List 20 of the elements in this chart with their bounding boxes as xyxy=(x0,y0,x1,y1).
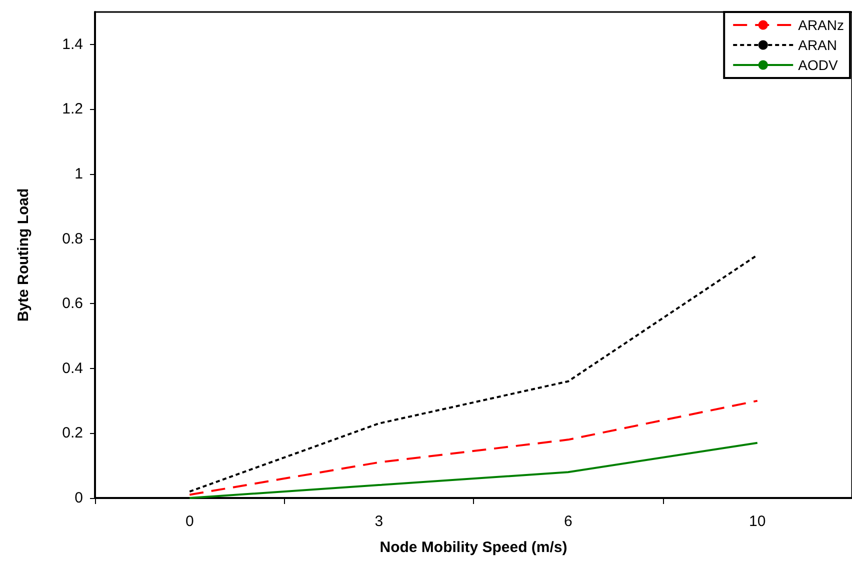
x-tick-label: 6 xyxy=(564,513,572,530)
y-tick-label: 1.2 xyxy=(62,100,83,118)
y-tick-label: 1 xyxy=(74,166,83,182)
x-tick-label: 0 xyxy=(185,513,194,530)
line-series xyxy=(188,400,758,496)
x-tick-label: 10 xyxy=(749,513,766,530)
x-axis-title: Node Mobility Speed (m/s) xyxy=(380,539,568,556)
legend-label: AODV xyxy=(798,57,838,73)
x-tick-label: 3 xyxy=(374,513,384,530)
y-tick-label: 0.4 xyxy=(62,360,83,377)
y-tick-label: 0.8 xyxy=(62,230,83,248)
y-axis-title: Byte Routing Load xyxy=(15,188,32,322)
y-tick-label: 0 xyxy=(74,490,83,506)
y-tick-label: 0.2 xyxy=(62,424,83,442)
line-series xyxy=(188,254,758,493)
y-tick-label: 1.4 xyxy=(62,36,83,53)
line-series xyxy=(188,442,758,499)
y-tick-label: 0.6 xyxy=(62,295,83,312)
legend-label: ARANz xyxy=(798,17,844,33)
legend-label: ARAN xyxy=(798,37,838,53)
